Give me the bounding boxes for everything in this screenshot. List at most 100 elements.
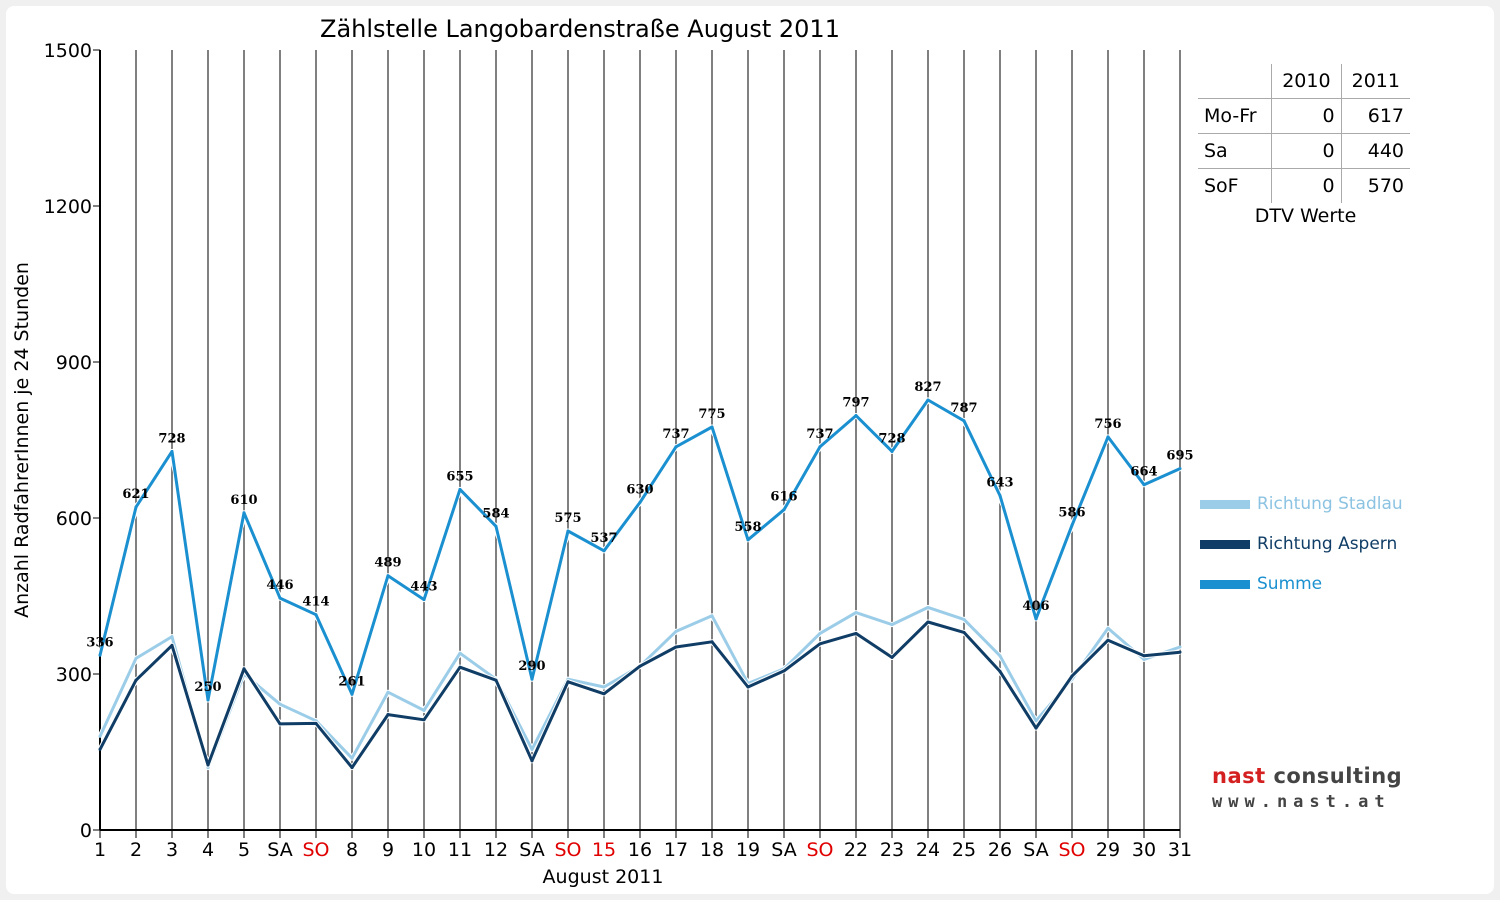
data-label: 655 <box>446 469 473 484</box>
data-label: 737 <box>806 427 833 442</box>
data-point <box>602 685 606 689</box>
dtv-header-2011: 2011 <box>1351 70 1400 92</box>
data-label: 756 <box>1094 417 1121 432</box>
data-point <box>350 756 354 760</box>
x-tick-label: 25 <box>952 839 976 861</box>
data-point <box>1106 435 1110 439</box>
data-point <box>638 664 642 668</box>
nast-consulting-logo: nast consulting www.nast.at <box>1200 750 1442 825</box>
x-tick-label: 1 <box>94 839 106 861</box>
data-point <box>674 445 678 449</box>
data-point <box>134 505 138 509</box>
data-point <box>458 487 462 491</box>
x-tick-label: 16 <box>628 839 652 861</box>
data-point <box>962 630 966 634</box>
y-tick-label: 300 <box>56 664 92 686</box>
legend-label: Richtung Aspern <box>1257 534 1398 554</box>
data-point <box>530 747 534 751</box>
x-tick-label: 30 <box>1132 839 1156 861</box>
chart-title: Zählstelle Langobardenstraße August 2011 <box>320 15 840 43</box>
data-point <box>170 635 174 639</box>
y-tick-label: 1500 <box>44 40 92 62</box>
data-point <box>746 685 750 689</box>
data-point <box>1106 626 1110 630</box>
data-point <box>314 613 318 617</box>
data-point <box>746 538 750 542</box>
data-point <box>818 642 822 646</box>
dtv-value-2010: 0 <box>1271 133 1342 169</box>
data-point <box>98 747 102 751</box>
x-tick-label: 24 <box>916 839 940 861</box>
data-point <box>998 669 1002 673</box>
data-label: 695 <box>1166 449 1193 464</box>
data-point <box>458 651 462 655</box>
data-point <box>1142 654 1146 658</box>
x-tick-label: 10 <box>412 839 436 861</box>
data-point <box>566 529 570 533</box>
data-point <box>998 494 1002 498</box>
data-point <box>386 690 390 694</box>
data-point <box>1034 719 1038 723</box>
x-tick-label: 9 <box>382 839 394 861</box>
x-tick-label: 4 <box>202 839 214 861</box>
data-point <box>98 653 102 657</box>
data-label: 446 <box>266 578 293 593</box>
legend-item-stadlau: Richtung Stadlau <box>1200 494 1403 514</box>
x-tick-label: 19 <box>736 839 760 861</box>
logo-url: www.nast.at <box>1212 792 1391 812</box>
x-tick-label: SA <box>771 839 796 861</box>
x-tick-label: 12 <box>484 839 508 861</box>
x-tick-label: SO <box>1058 839 1085 861</box>
data-label: 336 <box>86 635 113 650</box>
data-point <box>530 759 534 763</box>
data-label: 443 <box>410 580 437 595</box>
data-point <box>890 449 894 453</box>
dtv-grid: 2010 2011 Mo-Fr 0 617 Sa 0 440 SoF 0 570 <box>1198 64 1410 203</box>
legend-label: Richtung Stadlau <box>1257 494 1403 514</box>
data-point <box>422 598 426 602</box>
dtv-row-label: Sa <box>1198 133 1273 169</box>
data-label: 643 <box>986 476 1013 491</box>
data-label: 250 <box>194 680 221 695</box>
dtv-row-sof: SoF 0 570 <box>1198 168 1410 203</box>
data-point <box>314 721 318 725</box>
data-point <box>638 500 642 504</box>
data-label: 775 <box>698 407 725 422</box>
data-labels-layer: 336 621 728 250 610 446 414 261 489 443 655 584 290 5… <box>86 380 1193 695</box>
x-tick-label: 23 <box>880 839 904 861</box>
logo-part-nast: nast <box>1212 764 1266 788</box>
data-point <box>1070 674 1074 678</box>
dtv-row-label: SoF <box>1198 168 1273 203</box>
data-point <box>206 698 210 702</box>
data-label: 664 <box>1130 465 1157 480</box>
data-point <box>854 631 858 635</box>
data-point <box>602 692 606 696</box>
x-tick-label: 26 <box>988 839 1012 861</box>
dtv-table: 2010 2011 Mo-Fr 0 617 Sa 0 440 SoF 0 570… <box>1198 64 1413 227</box>
data-label: 537 <box>590 531 617 546</box>
dtv-caption: DTV Werte <box>1254 205 1357 227</box>
data-point <box>926 620 930 624</box>
data-point <box>422 708 426 712</box>
series-layer <box>97 397 1182 771</box>
data-point <box>1178 645 1182 649</box>
data-label: 728 <box>878 431 905 446</box>
legend-swatch <box>1200 579 1250 589</box>
data-point <box>278 596 282 600</box>
data-point <box>962 419 966 423</box>
data-point <box>134 656 138 660</box>
dtv-row-sa: Sa 0 440 <box>1198 133 1410 169</box>
data-point <box>278 722 282 726</box>
data-point <box>818 631 822 635</box>
legend-item-summe: Summe <box>1200 574 1322 594</box>
dtv-value-2011: 570 <box>1341 168 1410 203</box>
logo-wordmark: nast consulting <box>1212 764 1402 788</box>
data-point <box>278 702 282 706</box>
x-tick-label: 31 <box>1168 839 1192 861</box>
data-point <box>494 678 498 682</box>
dtv-value-2011: 617 <box>1341 98 1410 134</box>
data-point <box>98 734 102 738</box>
dtv-header-2010: 2010 <box>1271 64 1342 99</box>
legend-label: Summe <box>1257 574 1323 594</box>
